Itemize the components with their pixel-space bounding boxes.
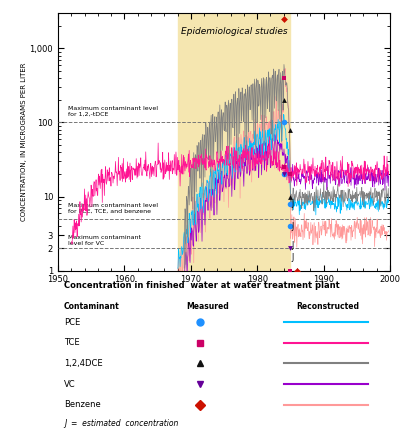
Text: Benzene: Benzene bbox=[64, 400, 101, 409]
Point bbox=[280, 164, 287, 171]
Point bbox=[287, 200, 294, 207]
Point bbox=[280, 171, 287, 178]
Point bbox=[280, 119, 287, 126]
Text: J: J bbox=[291, 199, 293, 208]
Text: Maximum contaminant level
for PCE, TCE, and benzene: Maximum contaminant level for PCE, TCE, … bbox=[68, 203, 158, 214]
Point bbox=[287, 267, 294, 274]
Text: J: J bbox=[291, 222, 293, 230]
Text: Epidemiological studies: Epidemiological studies bbox=[181, 27, 287, 36]
Point bbox=[280, 16, 287, 23]
Bar bbox=[178, 13, 290, 271]
Text: J: J bbox=[291, 241, 293, 250]
Text: 1,2,4DCE: 1,2,4DCE bbox=[64, 359, 103, 368]
Point bbox=[287, 223, 294, 229]
Text: Measured: Measured bbox=[187, 302, 229, 311]
Text: Maximum contaminant
level for VC: Maximum contaminant level for VC bbox=[68, 235, 141, 246]
Text: J  =  estimated  concentration: J = estimated concentration bbox=[64, 419, 178, 428]
Point bbox=[287, 193, 294, 200]
Point bbox=[287, 245, 294, 252]
Text: PCE: PCE bbox=[64, 318, 80, 327]
Point bbox=[280, 74, 287, 81]
Text: Contaminant: Contaminant bbox=[64, 302, 120, 311]
Text: Concentration in finished  water at water treatment plant: Concentration in finished water at water… bbox=[64, 281, 340, 290]
Text: TCE: TCE bbox=[64, 339, 80, 347]
Point bbox=[280, 171, 287, 178]
Text: Maximum contaminant level
for 1,2,-tDCE: Maximum contaminant level for 1,2,-tDCE bbox=[68, 106, 158, 116]
Text: J: J bbox=[291, 253, 293, 262]
Text: Reconstructed: Reconstructed bbox=[296, 302, 360, 311]
Point bbox=[287, 171, 294, 178]
Y-axis label: CONCENTRATION, IN MICROGRAMS PER LITER: CONCENTRATION, IN MICROGRAMS PER LITER bbox=[21, 62, 27, 221]
Text: VC: VC bbox=[64, 379, 76, 388]
Point bbox=[294, 267, 300, 274]
Point bbox=[280, 97, 287, 103]
Point bbox=[287, 126, 294, 133]
